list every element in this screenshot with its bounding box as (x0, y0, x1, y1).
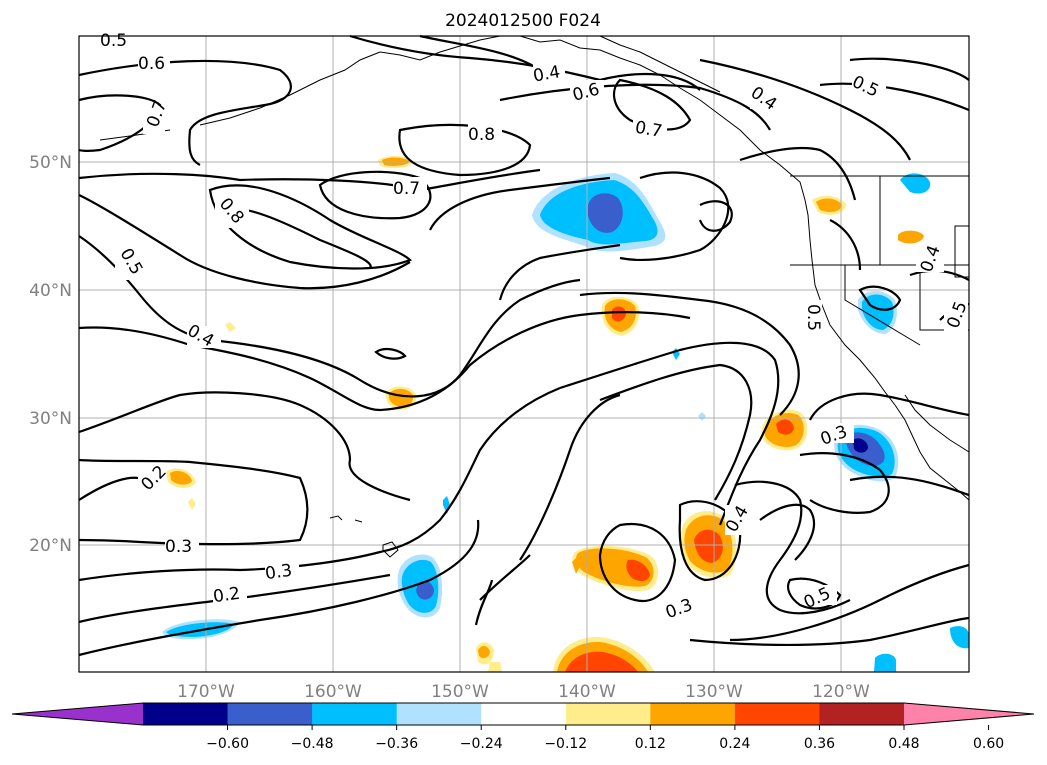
colorbar: −0.60 −0.48 −0.36 −0.24 −0.12 0.12 0.24 0.36 0.4… (11, 702, 1035, 752)
colorbar-tick-label: 0.36 (804, 736, 835, 752)
latitude-labels: 50°N 40°N 30°N 20°N (29, 153, 72, 556)
contour-label: 0.5 (803, 304, 823, 331)
colorbar-segment (734, 703, 820, 725)
lon-label: 170°W (177, 682, 235, 702)
colorbar-segment (396, 703, 482, 725)
contour-label: 0.2 (212, 584, 242, 608)
contour-label: 0.7 (633, 118, 663, 142)
colorbar-segment (143, 703, 229, 725)
colorbar-segment (481, 703, 567, 725)
lon-label: 150°W (431, 682, 489, 702)
contour-labels: 0.5 0.6 0.7 0.4 0.6 0.7 0.4 0.5 0.8 0.7 … (100, 31, 971, 623)
contour-label: 0.7 (393, 179, 420, 199)
colorbar-tick-label: −0.36 (375, 736, 418, 752)
colorbar-extend-max (904, 703, 1034, 725)
colorbar-tick-label: 0.24 (719, 736, 750, 752)
contour-label: 0.5 (100, 31, 127, 51)
lat-label: 20°N (29, 536, 72, 556)
lon-label: 120°W (812, 682, 870, 702)
colorbar-segment (565, 703, 651, 725)
colorbar-tick-label: 0.48 (888, 736, 919, 752)
colorbar-tick-label: 0.60 (973, 736, 1004, 752)
contour-label: 0.3 (264, 561, 294, 585)
contour-label: 0.3 (165, 537, 192, 557)
lon-label: 130°W (685, 682, 743, 702)
lon-label: 140°W (558, 682, 616, 702)
lat-label: 50°N (29, 153, 72, 173)
contour-label: 0.4 (532, 62, 562, 86)
colorbar-tick-label: −0.24 (460, 736, 503, 752)
longitude-labels: 170°W 160°W 150°W 140°W 130°W 120°W (177, 682, 870, 702)
colorbar-segment (819, 703, 905, 725)
lon-label: 160°W (304, 682, 362, 702)
graticule (79, 36, 969, 672)
colorbar-tick-label: −0.60 (206, 736, 249, 752)
anomaly-shading (162, 156, 969, 672)
map-title: 2024012500 F024 (445, 11, 601, 31)
colorbar-segment (227, 703, 313, 725)
colorbar-segment (312, 703, 398, 725)
map-frame (78, 35, 970, 673)
colorbar-tick-label: −0.12 (544, 736, 587, 752)
colorbar-tick-label: 0.12 (635, 736, 666, 752)
map-background (79, 36, 969, 672)
contour-label: 0.8 (468, 125, 495, 145)
lat-label: 30°N (29, 409, 72, 429)
colorbar-extend-min (12, 703, 143, 725)
colorbar-outline (11, 702, 1035, 726)
colorbar-tick-label: −0.48 (291, 736, 334, 752)
colorbar-segment (650, 703, 736, 725)
lat-label: 40°N (29, 281, 72, 301)
contour-label: 0.6 (138, 54, 165, 74)
